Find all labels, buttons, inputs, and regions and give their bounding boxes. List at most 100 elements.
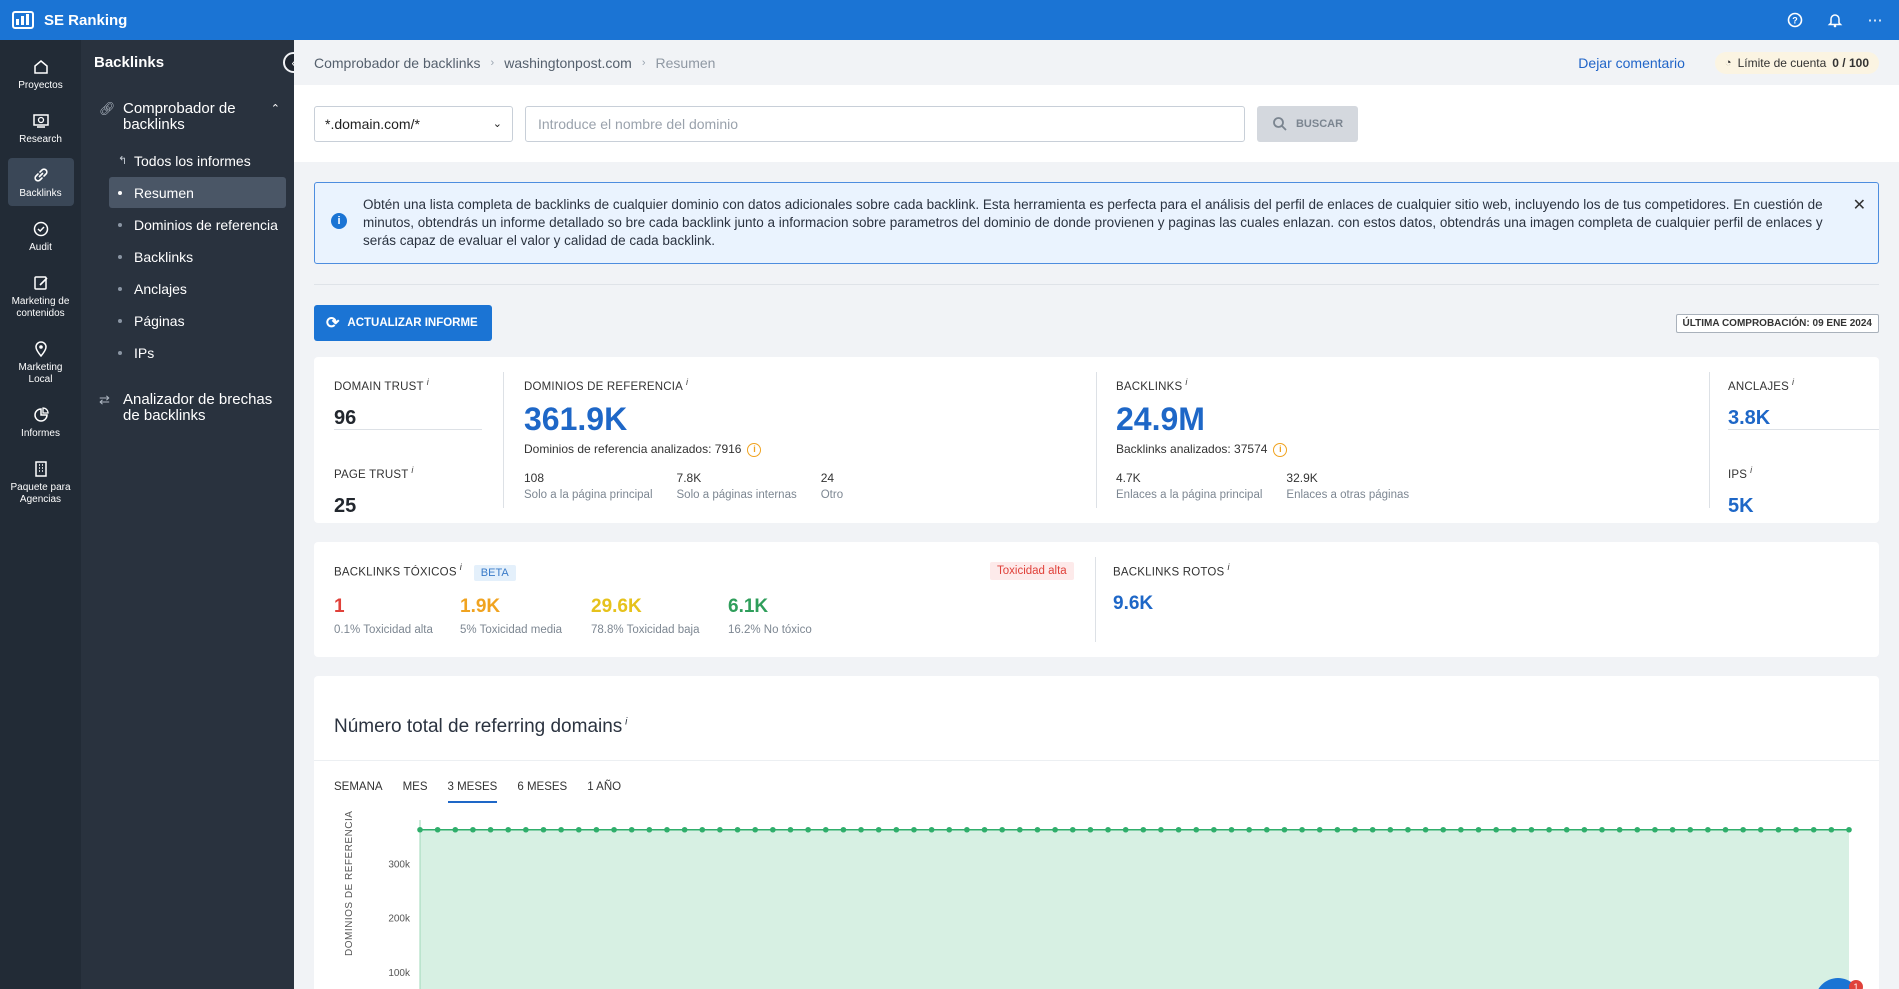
help-icon[interactable]: ? [1785, 10, 1805, 30]
backlinks-label: BACKLINKS [1116, 380, 1183, 393]
bullet-icon [118, 350, 122, 355]
sidebar-item-ips[interactable]: IPs [109, 337, 286, 368]
data-point [1087, 826, 1094, 833]
info-hint-icon[interactable]: i [1227, 562, 1230, 572]
nav-informes[interactable]: Informes [8, 398, 74, 446]
chat-button[interactable]: 1 [1815, 978, 1863, 989]
info-notice: i Obtén una lista completa de backlinks … [314, 182, 1879, 264]
nav-backlinks[interactable]: Backlinks [7, 158, 74, 206]
refresh-icon: ⟳ [326, 315, 340, 332]
data-point [470, 826, 476, 833]
sidebar-item-anclajes[interactable]: Anclajes [109, 273, 286, 304]
nav-label: Audit [29, 242, 52, 253]
data-point [1616, 826, 1623, 833]
bullet-icon [118, 222, 122, 227]
ref-sub-stat: 108 Solo a la página principal [524, 470, 653, 501]
breadcrumb-item[interactable]: Comprobador de backlinks [314, 54, 481, 71]
nav-proyectos[interactable]: Proyectos [8, 50, 74, 98]
warning-icon[interactable]: i [1273, 442, 1288, 457]
data-point [717, 826, 723, 833]
data-point [1175, 826, 1182, 833]
data-point [1316, 826, 1323, 833]
nav-label: Proyectos [18, 80, 63, 91]
more-icon[interactable]: ⋯ [1867, 12, 1883, 29]
nav-label: Paquete para Agencias [10, 482, 71, 505]
bullet-icon [118, 318, 122, 323]
data-point [1669, 826, 1676, 833]
breadcrumb: Comprobador de backlinks › washingtonpos… [294, 40, 1899, 85]
domain-search-input[interactable] [525, 105, 1245, 142]
info-hint-icon[interactable]: i [459, 562, 462, 572]
data-point [822, 826, 829, 833]
edit-icon [33, 276, 48, 290]
sidebar-item-resumen[interactable]: Resumen [109, 177, 286, 208]
tab-6-meses[interactable]: 6 MESES [517, 781, 568, 793]
sidebar-group-analizador[interactable]: ⇄ Analizador de brechas de backlinks [81, 382, 294, 432]
search-button[interactable]: BUSCAR [1257, 105, 1358, 142]
info-hint-icon[interactable]: i [1792, 377, 1795, 387]
ref-domains-value: 361.9K [524, 400, 628, 437]
toxic-stat: 1 0.1% Toxicidad alta [334, 596, 433, 636]
nav-paquete-agencias[interactable]: Paquete para Agencias [8, 452, 74, 512]
data-point [1475, 826, 1482, 833]
sidebar-group-comprobador[interactable]: 🔗︎ Comprobador de backlinks ⌃ [81, 91, 294, 141]
data-point [928, 826, 935, 833]
close-icon[interactable]: ✕ [1852, 197, 1866, 214]
app-logo[interactable]: SE Ranking [0, 11, 127, 29]
nav-marketing-contenidos[interactable]: Marketing de contenidos [8, 266, 74, 326]
nav-marketing-local[interactable]: Marketing Local [8, 332, 74, 392]
sidebar-item-backlinks[interactable]: Backlinks [109, 241, 286, 272]
tab-semana[interactable]: SEMANA [334, 781, 383, 793]
sidebar-item-todos[interactable]: ↰ Todos los informes [109, 145, 286, 176]
data-point [611, 826, 617, 833]
scope-select[interactable]: *.domain.com/* ⌄ [314, 105, 513, 142]
info-hint-icon[interactable]: i [686, 377, 689, 387]
report-toolbar: ⟳ ACTUALIZAR INFORME ÚLTIMA COMPROBACIÓN… [314, 305, 1879, 341]
info-hint-icon[interactable]: i [411, 465, 414, 475]
tab-mes[interactable]: MES [402, 781, 428, 793]
app-name: SE Ranking [44, 11, 128, 29]
data-point [1017, 826, 1023, 833]
data-point [1052, 826, 1058, 833]
chevron-down-icon: ⌄ [492, 118, 502, 130]
data-point [964, 826, 970, 833]
search-bar: *.domain.com/* ⌄ BUSCAR [294, 85, 1899, 162]
nav-research[interactable]: Research [8, 104, 74, 152]
warning-icon[interactable]: i [747, 442, 762, 457]
sidebar-item-paginas[interactable]: Páginas [109, 305, 286, 336]
nav-audit[interactable]: Audit [8, 212, 74, 260]
data-point [1528, 826, 1535, 833]
ref-domains-label: DOMINIOS DE REFERENCIA [524, 380, 684, 393]
tab-1-ano[interactable]: 1 AÑO [587, 781, 622, 793]
limit-label: Límite de cuenta [1737, 55, 1827, 70]
data-point [593, 826, 600, 833]
info-hint-icon[interactable]: i [426, 377, 429, 387]
chevron-right-icon: › [490, 56, 495, 69]
data-point [1775, 826, 1782, 833]
toxic-label: BACKLINKS TÓXICOS [334, 566, 457, 579]
data-point [452, 826, 459, 833]
data-point [575, 826, 582, 833]
y-tick-label: 100k [388, 968, 411, 979]
anchors-label: ANCLAJES [1728, 380, 1790, 393]
limit-value: 0 / 100 [1832, 55, 1869, 70]
leave-comment-link[interactable]: Dejar comentario [1578, 54, 1685, 71]
ips-value: 5K [1728, 494, 1754, 517]
data-point [681, 826, 688, 833]
sidebar-item-dominios[interactable]: Dominios de referencia [109, 209, 286, 240]
breadcrumb-item[interactable]: washingtonpost.com [504, 54, 632, 71]
period-tabs: SEMANA MES 3 MESES 6 MESES 1 AÑO [334, 781, 621, 803]
gauge-icon: ◔ [1724, 56, 1732, 69]
data-point [1846, 826, 1852, 833]
data-point [1405, 826, 1411, 833]
tab-3-meses[interactable]: 3 MESES [447, 781, 498, 803]
ref-domains-chart-card: Número total de referring domains i SEMA… [314, 676, 1879, 989]
refresh-report-button[interactable]: ⟳ ACTUALIZAR INFORME [314, 305, 492, 341]
data-point [1511, 826, 1517, 833]
info-hint-icon[interactable]: i [1185, 377, 1188, 387]
info-hint-icon[interactable]: i [622, 716, 628, 728]
bell-icon[interactable] [1825, 10, 1845, 30]
account-limit-badge[interactable]: ◔ Límite de cuenta 0 / 100 [1714, 51, 1879, 74]
info-hint-icon[interactable]: i [1750, 465, 1753, 475]
data-point [558, 826, 564, 833]
